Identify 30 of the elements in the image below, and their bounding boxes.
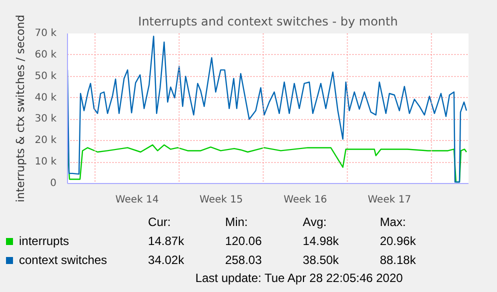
text: Last update: Tue Apr 28 22:05:46 2020 — [194, 270, 404, 288]
chart-title: Interrupts and context switches - by month — [138, 14, 398, 28]
text: Max: — [378, 214, 407, 231]
legend-label: context switches — [18, 252, 108, 270]
legend-label: interrupts — [18, 233, 70, 250]
y-tick-label: 70 k — [34, 28, 57, 39]
text: Min: — [224, 214, 249, 231]
text: 14.87k — [147, 233, 186, 250]
y-tick-label: 20 k — [34, 135, 57, 146]
x-tick-label: Week 14 — [115, 194, 159, 206]
text: 258.03 — [224, 252, 263, 270]
x-tick-label: Week 17 — [368, 194, 412, 206]
text: 14.98k — [302, 233, 340, 250]
text: Avg: — [302, 214, 328, 231]
line-series — [68, 36, 468, 183]
text: 120.06 — [224, 233, 263, 250]
y-tick-label: 0 — [50, 178, 57, 189]
y-tick-label: 40 k — [34, 92, 57, 104]
y-axis-title: interrupts & ctx switches / second — [14, 14, 27, 202]
text: Cur: — [147, 214, 172, 231]
y-tick-label: 10 k — [34, 156, 57, 168]
text: 38.50k — [302, 252, 340, 270]
text: 34.02k — [147, 252, 186, 270]
x-tick-label: Week 15 — [200, 194, 243, 206]
x-tick-label: Week 16 — [284, 194, 327, 206]
text: 20.96k — [378, 233, 417, 250]
y-tick-label: 30 k — [34, 114, 57, 125]
y-tick-label: 50 k — [34, 70, 57, 82]
y-tick-label: 60 k — [34, 49, 57, 60]
text: 88.18k — [378, 252, 417, 270]
